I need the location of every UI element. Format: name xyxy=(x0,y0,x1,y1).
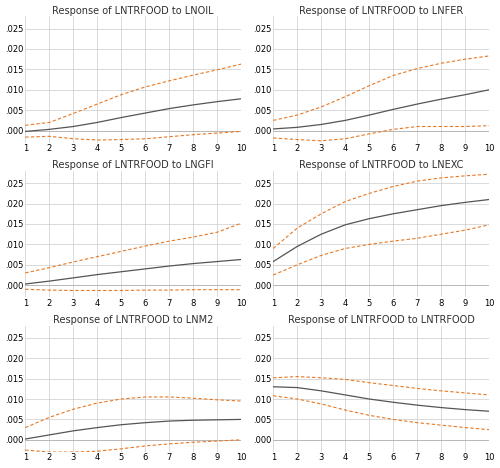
Title: Response of LNTRFOOD to LNEXC: Response of LNTRFOOD to LNEXC xyxy=(299,160,464,170)
Title: Response of LNTRFOOD to LNFER: Response of LNTRFOOD to LNFER xyxy=(299,6,464,15)
Title: Response of LNTRFOOD to LNTRFOOD: Response of LNTRFOOD to LNTRFOOD xyxy=(288,315,474,325)
Title: Response of LNTRFOOD to LNGFI: Response of LNTRFOOD to LNGFI xyxy=(52,160,214,170)
Title: Response of LNTRFOOD to LNM2: Response of LNTRFOOD to LNM2 xyxy=(53,315,214,325)
Title: Response of LNTRFOOD to LNOIL: Response of LNTRFOOD to LNOIL xyxy=(52,6,214,15)
